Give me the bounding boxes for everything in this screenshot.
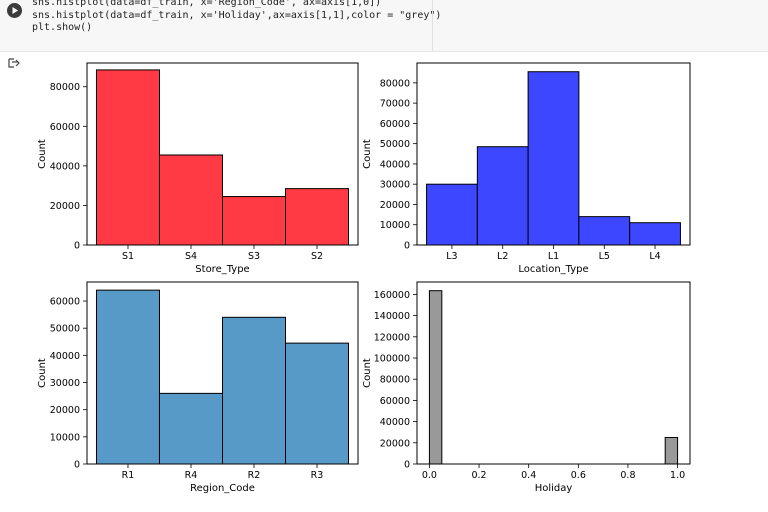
y-tick-label: 0 xyxy=(404,241,410,252)
y-tick-label: 160000 xyxy=(374,290,410,301)
y-axis-label: Count xyxy=(362,139,373,169)
bar-S2 xyxy=(285,188,350,246)
code-editor[interactable]: sns.histplot(data=df_train, x='Region_Co… xyxy=(32,0,441,35)
y-tick-label: 120000 xyxy=(374,332,410,343)
x-tick-label: S4 xyxy=(185,251,197,262)
x-tick-label: 0.2 xyxy=(471,470,486,481)
axes-frame xyxy=(416,281,691,465)
bar-S3 xyxy=(222,196,287,246)
bar-R2 xyxy=(222,316,287,465)
chart-2: L3 L2 L1 L5 L4 0 10000 20000 30000 40000 50000 6000… xyxy=(362,62,691,275)
y-tick-label: 60000 xyxy=(50,122,80,133)
y-tick-label: 0 xyxy=(404,460,410,471)
x-tick-label: L4 xyxy=(649,251,660,262)
chart-4: 0.0 0.2 0.4 0.6 0.8 1.0 0 20000 40000 60000 80000 1… xyxy=(362,281,691,494)
bar-L2 xyxy=(476,146,529,246)
y-tick-label: 80000 xyxy=(380,375,410,386)
y-tick-label: 60000 xyxy=(380,396,410,407)
x-tick-label: 0.4 xyxy=(521,470,536,481)
y-tick-label: 0 xyxy=(74,241,80,252)
y-axis-label: Count xyxy=(37,139,48,169)
bar-R4 xyxy=(158,392,223,465)
bar-R1 xyxy=(95,289,160,465)
axes-frame xyxy=(86,62,359,246)
x-axis-label: Region_Code xyxy=(190,483,255,494)
y-tick-label: 40000 xyxy=(380,159,410,170)
y-tick-label: 10000 xyxy=(50,432,80,443)
x-tick-label: 0.8 xyxy=(620,470,635,481)
code-cell[interactable]: sns.histplot(data=df_train, x='Region_Co… xyxy=(0,0,768,52)
y-tick-label: 140000 xyxy=(374,311,410,322)
bar-L3 xyxy=(426,183,478,246)
play-icon xyxy=(12,7,18,14)
y-tick-label: 50000 xyxy=(380,139,410,150)
code-line: sns.histplot(data=df_train, x='Holiday',… xyxy=(32,9,442,21)
x-tick-label: 0.0 xyxy=(422,470,437,481)
y-axis-label: Count xyxy=(37,358,48,388)
y-tick-label: 50000 xyxy=(50,324,80,335)
axes-frame xyxy=(86,281,359,465)
x-tick-label: L1 xyxy=(548,251,559,262)
y-tick-label: 20000 xyxy=(50,405,80,416)
x-tick-label: S1 xyxy=(122,251,134,262)
axes-frame xyxy=(416,62,691,246)
x-axis-label: Holiday xyxy=(535,483,573,494)
y-tick-label: 70000 xyxy=(380,99,410,110)
run-cell-button[interactable] xyxy=(7,3,22,18)
y-tick-label: 40000 xyxy=(50,161,80,172)
y-tick-label: 20000 xyxy=(50,201,80,212)
y-tick-label: 0 xyxy=(74,460,80,471)
y-tick-label: 40000 xyxy=(50,351,80,362)
y-tick-label: 10000 xyxy=(380,220,410,231)
x-tick-label: S3 xyxy=(248,251,260,262)
bar-R3 xyxy=(285,342,350,465)
x-tick-label: S2 xyxy=(311,251,323,262)
x-tick-label: 0.6 xyxy=(571,470,586,481)
cell-divider xyxy=(432,0,433,52)
cell-separator xyxy=(0,51,768,52)
bar-L4 xyxy=(629,222,681,246)
bar-S4 xyxy=(158,154,223,246)
histogram-bin xyxy=(428,290,443,465)
y-tick-label: 60000 xyxy=(50,297,80,308)
x-tick-label: 1.0 xyxy=(670,470,685,481)
code-line: plt.show() xyxy=(32,22,93,33)
x-tick-label: L5 xyxy=(599,251,610,262)
y-tick-label: 100000 xyxy=(374,354,410,365)
code-line: sns.histplot(data=df_train, x='Region_Co… xyxy=(32,0,382,8)
y-tick-label: 40000 xyxy=(380,417,410,428)
y-tick-label: 80000 xyxy=(380,78,410,89)
bar-S1 xyxy=(95,69,160,246)
bar-L5 xyxy=(578,216,631,246)
x-tick-label: L2 xyxy=(497,251,508,262)
y-tick-label: 20000 xyxy=(380,438,410,449)
x-tick-label: R2 xyxy=(248,470,261,481)
x-axis-label: Store_Type xyxy=(195,264,249,275)
x-tick-label: R1 xyxy=(122,470,135,481)
y-tick-label: 30000 xyxy=(380,180,410,191)
x-tick-label: R4 xyxy=(185,470,198,481)
x-axis-label: Location_Type xyxy=(518,264,588,275)
chart-1: S1 S4 S3 S2 0 20000 40000 60000 80000 Store_Type C… xyxy=(37,62,359,275)
y-axis-label: Count xyxy=(362,358,373,388)
output-toggle-icon[interactable] xyxy=(7,56,21,70)
figure-output: S1 S4 S3 S2 0 20000 40000 60000 80000 Store_Type C… xyxy=(37,62,691,494)
x-tick-label: L3 xyxy=(446,251,457,262)
chart-3: R1 R4 R2 R3 0 10000 20000 30000 40000 50000 60000 R… xyxy=(37,281,359,494)
y-tick-label: 30000 xyxy=(50,378,80,389)
x-tick-label: R3 xyxy=(311,470,324,481)
y-tick-label: 60000 xyxy=(380,119,410,130)
y-tick-label: 80000 xyxy=(50,82,80,93)
histogram-bin xyxy=(664,437,679,465)
bar-L1 xyxy=(527,71,580,246)
y-tick-label: 20000 xyxy=(380,200,410,211)
